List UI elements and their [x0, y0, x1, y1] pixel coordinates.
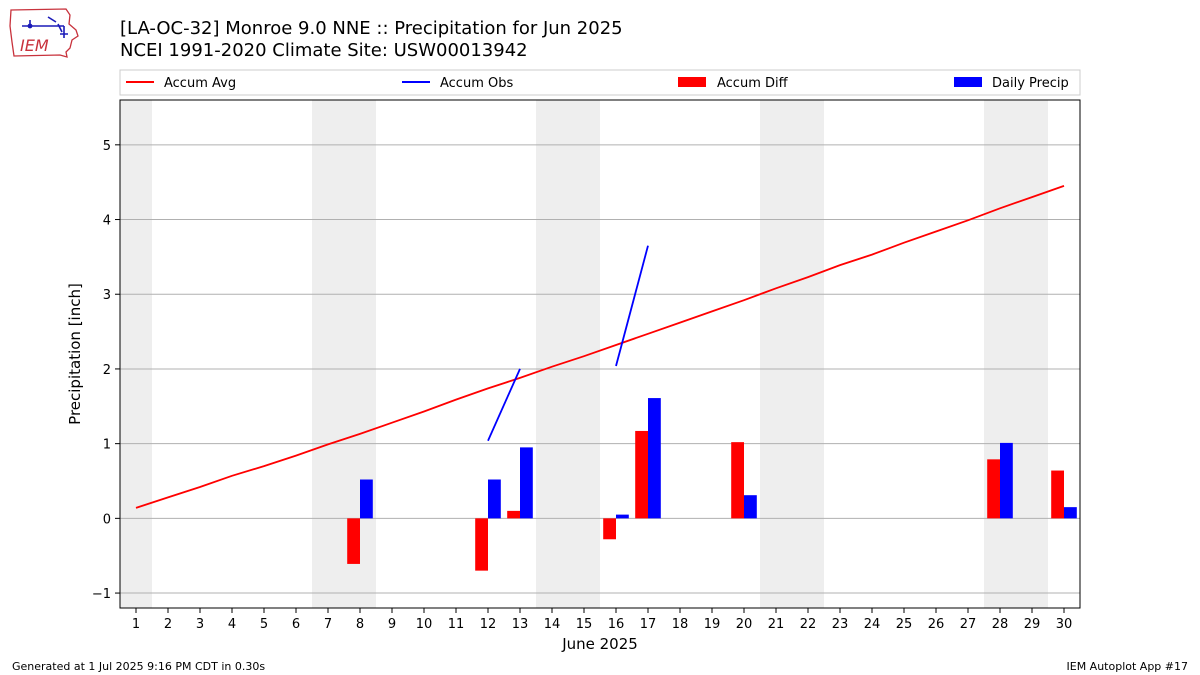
accum-diff-bar-day-16 — [603, 518, 616, 540]
x-tick-label-1: 1 — [132, 617, 140, 632]
daily-precip-bar-day-17 — [648, 398, 661, 519]
daily-precip-bar-day-28 — [1000, 442, 1013, 519]
accum-diff-bar-day-17 — [635, 430, 648, 519]
legend-box — [119, 69, 1081, 96]
x-tick-label-29: 29 — [1024, 617, 1041, 632]
x-tick-label-26: 26 — [928, 617, 945, 632]
x-tick-label-14: 14 — [544, 617, 561, 632]
accum-obs-line-segment-2 — [615, 245, 649, 367]
x-tick-label-21: 21 — [768, 617, 785, 632]
accum-diff-bar-day-8 — [347, 518, 360, 564]
y-tick-label: 4 — [103, 214, 111, 229]
accum-diff-bar-day-28 — [987, 459, 1000, 519]
daily-precip-bar-day-20 — [744, 495, 757, 519]
x-tick-label-10: 10 — [416, 617, 433, 632]
x-tick-label-11: 11 — [448, 617, 465, 632]
x-tick-label-28: 28 — [992, 617, 1009, 632]
x-tick-label-12: 12 — [480, 617, 497, 632]
accum-diff-bar-day-12 — [475, 518, 488, 571]
legend-swatch-daily-precip — [954, 77, 982, 87]
accum-diff-bar-day-30 — [1051, 470, 1064, 519]
x-tick-label-27: 27 — [960, 617, 977, 632]
weather-station-node-icon — [27, 23, 33, 29]
y-tick-label: 3 — [103, 288, 111, 303]
x-tick-label-30: 30 — [1056, 617, 1073, 632]
y-tick-label: 5 — [103, 139, 111, 154]
x-tick-label-7: 7 — [324, 617, 332, 632]
weekend-shade-4 — [760, 100, 824, 608]
x-tick-label-16: 16 — [608, 617, 625, 632]
legend: Accum Avg Accum Obs Accum Diff Daily Precip — [126, 76, 1069, 91]
weekend-shade-2 — [312, 100, 376, 608]
accum-diff-bar-day-13 — [507, 510, 520, 519]
legend-label-daily-precip: Daily Precip — [992, 76, 1069, 91]
x-tick-label-8: 8 — [356, 617, 364, 632]
x-tick-label-25: 25 — [896, 617, 913, 632]
x-tick-label-4: 4 — [228, 617, 236, 632]
legend-label-accum-avg: Accum Avg — [164, 76, 236, 91]
chart-subtitle: NCEI 1991-2020 Climate Site: USW00013942 — [120, 40, 528, 61]
legend-label-accum-obs: Accum Obs — [440, 76, 513, 91]
iowa-state-outline-icon — [9, 8, 79, 58]
x-tick-label-20: 20 — [736, 617, 753, 632]
x-tick-label-15: 15 — [576, 617, 593, 632]
accum-avg-line — [135, 185, 1065, 509]
x-tick-label-24: 24 — [864, 617, 881, 632]
x-axis-label: June 2025 — [561, 635, 638, 653]
daily-precip-bar-day-16 — [616, 514, 629, 519]
x-tick-label-2: 2 — [164, 617, 172, 632]
weather-station-icon — [22, 16, 68, 38]
x-tick-label-19: 19 — [704, 617, 721, 632]
daily-precip-bar-day-12 — [488, 479, 501, 519]
accum-diff-bar-day-20 — [731, 442, 744, 519]
weekend-shade-3 — [536, 100, 600, 608]
x-tick-label-9: 9 — [388, 617, 396, 632]
legend-label-accum-diff: Accum Diff — [717, 76, 789, 91]
footer-generated-text: Generated at 1 Jul 2025 9:16 PM CDT in 0… — [12, 660, 266, 673]
x-tick-label-22: 22 — [800, 617, 817, 632]
y-axis-label: Precipitation [inch] — [66, 283, 84, 425]
x-tick-label-17: 17 — [640, 617, 657, 632]
x-tick-label-23: 23 — [832, 617, 849, 632]
y-tick-label: −1 — [92, 587, 111, 602]
legend-swatch-accum-diff — [678, 77, 706, 87]
x-tick-label-5: 5 — [260, 617, 268, 632]
weekend-shade-1 — [120, 100, 152, 608]
footer-app-text: IEM Autoplot App #17 — [1066, 660, 1189, 673]
x-tick-label-13: 13 — [512, 617, 529, 632]
chart-title: [LA-OC-32] Monroe 9.0 NNE :: Precipitati… — [120, 18, 623, 39]
daily-precip-bar-day-13 — [520, 447, 533, 519]
daily-precip-bar-day-30 — [1064, 507, 1077, 519]
y-tick-label: 2 — [103, 363, 111, 378]
y-tick-label: 0 — [103, 512, 111, 527]
x-tick-label-18: 18 — [672, 617, 689, 632]
weekend-shade-5 — [984, 100, 1048, 608]
accum-obs-line-segment-1 — [487, 368, 521, 442]
iem-logo: IEM — [9, 8, 79, 58]
plot-frame — [119, 99, 1081, 609]
x-tick-label-6: 6 — [292, 617, 300, 632]
x-tick-label-3: 3 — [196, 617, 204, 632]
daily-precip-bar-day-8 — [360, 479, 373, 519]
logo-text: IEM — [20, 36, 49, 55]
y-tick-label: 1 — [103, 438, 111, 453]
